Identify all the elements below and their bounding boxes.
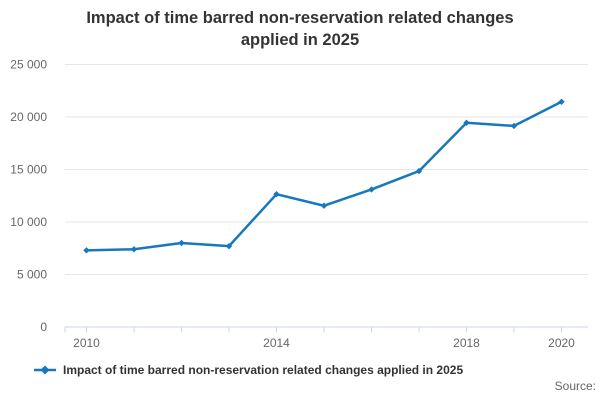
data-point[interactable]	[510, 122, 518, 130]
y-axis-tick-label: 25 000	[10, 58, 47, 72]
x-axis-tick-label: 2018	[453, 336, 480, 350]
chart-title-line1: Impact of time barred non-reservation re…	[86, 9, 514, 27]
data-point[interactable]	[83, 247, 90, 254]
data-point[interactable]	[273, 190, 280, 198]
x-axis-tick-label: 2014	[263, 336, 290, 350]
x-axis-tick-label: 2010	[73, 336, 100, 350]
data-point[interactable]	[558, 98, 565, 105]
y-axis-tick-label: 20 000	[10, 110, 47, 124]
data-point[interactable]	[415, 167, 423, 175]
y-axis-tick-label: 15 000	[10, 163, 47, 177]
series-line[interactable]	[85, 100, 563, 252]
y-axis-tick-label: 10 000	[10, 215, 47, 229]
source-label: Source:	[554, 379, 596, 393]
chart-title: Impact of time barred non-reservation re…	[0, 7, 600, 51]
data-point[interactable]	[225, 242, 233, 250]
data-point[interactable]	[463, 119, 470, 126]
data-point[interactable]	[368, 186, 375, 193]
data-point[interactable]	[320, 202, 328, 209]
chart-title-line2: applied in 2025	[240, 31, 360, 49]
x-axis-tick-label: 2020	[548, 336, 575, 350]
data-point[interactable]	[130, 246, 138, 253]
line-with-diamond-icon	[34, 365, 56, 375]
y-axis-tick-label: 5 000	[17, 268, 47, 282]
data-point[interactable]	[178, 239, 185, 247]
legend-item[interactable]: Impact of time barred non-reservation re…	[33, 360, 463, 380]
legend-label: Impact of time barred non-reservation re…	[63, 363, 464, 377]
y-axis-tick-label: 0	[40, 320, 47, 334]
line-chart: 0 5 000 10 000 15 000 20 000 25 000 2010 2014 20…	[10, 58, 588, 350]
